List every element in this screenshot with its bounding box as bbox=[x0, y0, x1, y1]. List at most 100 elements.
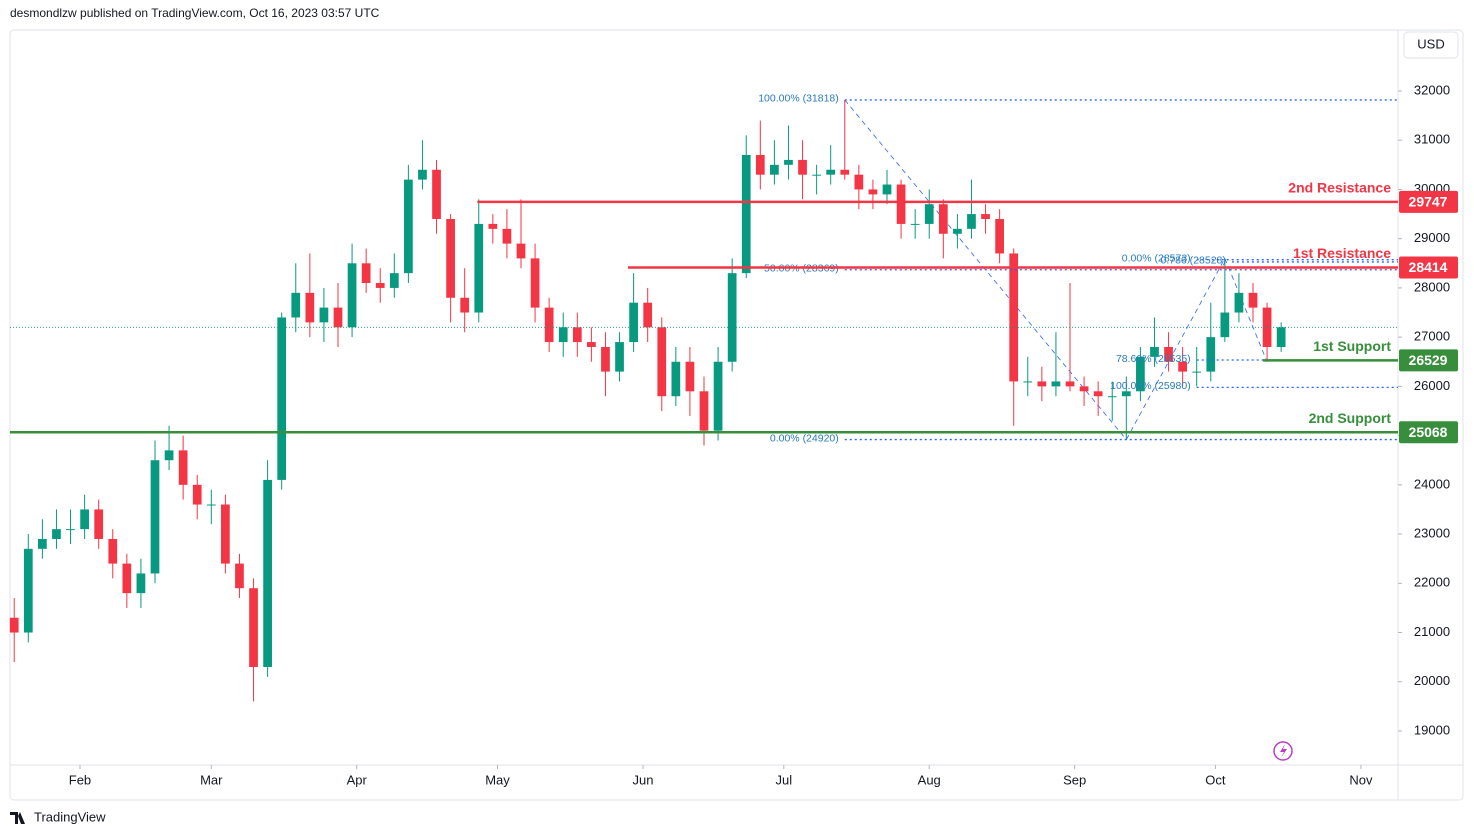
candle-body bbox=[601, 346, 610, 372]
candle-body bbox=[629, 302, 638, 343]
candle-body bbox=[671, 361, 681, 397]
candle-body bbox=[1079, 386, 1089, 392]
candle-body bbox=[1093, 391, 1103, 397]
candle-body bbox=[9, 617, 19, 633]
level-badge bbox=[1399, 256, 1458, 279]
y-tick-label: 21000 bbox=[1414, 624, 1450, 639]
plot: 1900020000210002200023000240002500026000… bbox=[9, 82, 1458, 787]
candle-body bbox=[981, 214, 990, 219]
candle-body bbox=[1248, 292, 1258, 308]
level-badge bbox=[1399, 421, 1458, 444]
y-tick-label: 28000 bbox=[1414, 279, 1450, 294]
y-tick-label: 29000 bbox=[1414, 230, 1450, 245]
candle-body bbox=[967, 214, 976, 229]
candle-body bbox=[516, 243, 526, 259]
x-tick-label: Nov bbox=[1349, 772, 1373, 787]
chart-frame bbox=[9, 29, 1464, 801]
candle-body bbox=[784, 159, 793, 165]
candle-body bbox=[333, 307, 343, 328]
candle-body bbox=[23, 548, 33, 633]
candle-body bbox=[657, 327, 667, 397]
candle-body bbox=[38, 538, 47, 549]
candle-body bbox=[80, 509, 89, 530]
candle-body bbox=[460, 297, 470, 313]
candle-body bbox=[192, 484, 202, 505]
level-label: 2nd Resistance bbox=[1288, 180, 1391, 196]
candle-body bbox=[840, 169, 850, 175]
candle-body bbox=[432, 169, 441, 219]
candle-body bbox=[1065, 381, 1075, 387]
candle-body bbox=[221, 504, 230, 564]
candle-body bbox=[882, 184, 892, 195]
fib-label: 100.00% (25980) bbox=[1110, 380, 1191, 392]
candle-body bbox=[910, 223, 920, 225]
candle-body bbox=[741, 154, 751, 274]
alert-icon-bolt bbox=[1280, 744, 1287, 758]
level-badge bbox=[1399, 349, 1458, 372]
candle-body bbox=[798, 159, 807, 175]
candle-body bbox=[1150, 346, 1159, 357]
header-text: desmondlzw published on TradingView.com,… bbox=[10, 6, 380, 20]
candle-body bbox=[938, 204, 948, 234]
alert-icon[interactable] bbox=[1273, 741, 1293, 761]
candle-body bbox=[249, 588, 258, 667]
candle-body bbox=[1164, 346, 1173, 362]
fib-trend-line bbox=[1125, 258, 1226, 440]
fib-label: 78.60% (26535) bbox=[1116, 353, 1191, 365]
candle-body bbox=[136, 573, 146, 594]
candle-body bbox=[699, 391, 709, 431]
candle-body bbox=[94, 509, 104, 539]
candle-body bbox=[826, 169, 836, 175]
candle-body bbox=[389, 273, 399, 288]
candle-body bbox=[755, 154, 765, 175]
x-tick-label: Aug bbox=[918, 772, 941, 787]
y-tick-label: 22000 bbox=[1414, 575, 1450, 590]
candle-body bbox=[896, 184, 906, 224]
candle-body bbox=[1178, 361, 1187, 372]
y-tick-label: 27000 bbox=[1414, 329, 1450, 344]
candle-body bbox=[277, 317, 287, 480]
candle-body bbox=[727, 273, 737, 362]
candle-body bbox=[446, 218, 455, 298]
level-value: 28414 bbox=[1409, 259, 1448, 275]
currency[interactable]: USD bbox=[1417, 36, 1444, 51]
y-tick-label: 19000 bbox=[1414, 722, 1450, 737]
candle-body bbox=[1234, 292, 1244, 313]
candle-body bbox=[615, 342, 624, 372]
level-value: 25068 bbox=[1409, 424, 1448, 440]
level-badge bbox=[1399, 190, 1458, 213]
y-tick-label: 26000 bbox=[1414, 378, 1450, 393]
candle-body bbox=[953, 228, 962, 234]
candle-body bbox=[206, 504, 216, 506]
candle-body bbox=[812, 174, 821, 176]
x-tick-label: Jun bbox=[633, 772, 654, 787]
x-tick-label: Jul bbox=[776, 772, 793, 787]
x-tick-label: Apr bbox=[347, 772, 368, 787]
candle-body bbox=[1276, 327, 1286, 347]
candle-body bbox=[1206, 337, 1216, 372]
x-tick-label: Oct bbox=[1205, 772, 1226, 787]
candle-body bbox=[868, 189, 878, 195]
candle-body bbox=[587, 342, 596, 347]
candle-body bbox=[305, 292, 315, 323]
fib-trend-line bbox=[1224, 258, 1268, 362]
level-label: 1st Support bbox=[1313, 338, 1391, 354]
x-tick-label: Mar bbox=[200, 772, 223, 787]
candle-body bbox=[488, 223, 498, 229]
candle-body bbox=[685, 361, 695, 392]
candle-body bbox=[1023, 381, 1033, 383]
candle-body bbox=[404, 179, 413, 274]
candle-body bbox=[1121, 391, 1131, 397]
candle-body bbox=[235, 563, 244, 589]
candle-body bbox=[713, 361, 723, 431]
candle-body bbox=[418, 169, 427, 180]
currency-button[interactable] bbox=[1403, 31, 1459, 59]
candle-body bbox=[924, 204, 934, 224]
fib-label: 0.786 (28528) bbox=[1160, 255, 1225, 267]
candle-body bbox=[544, 307, 554, 343]
candle-body bbox=[108, 538, 118, 564]
y-tick-label: 23000 bbox=[1414, 526, 1450, 541]
level-label: 2nd Support bbox=[1309, 410, 1392, 426]
